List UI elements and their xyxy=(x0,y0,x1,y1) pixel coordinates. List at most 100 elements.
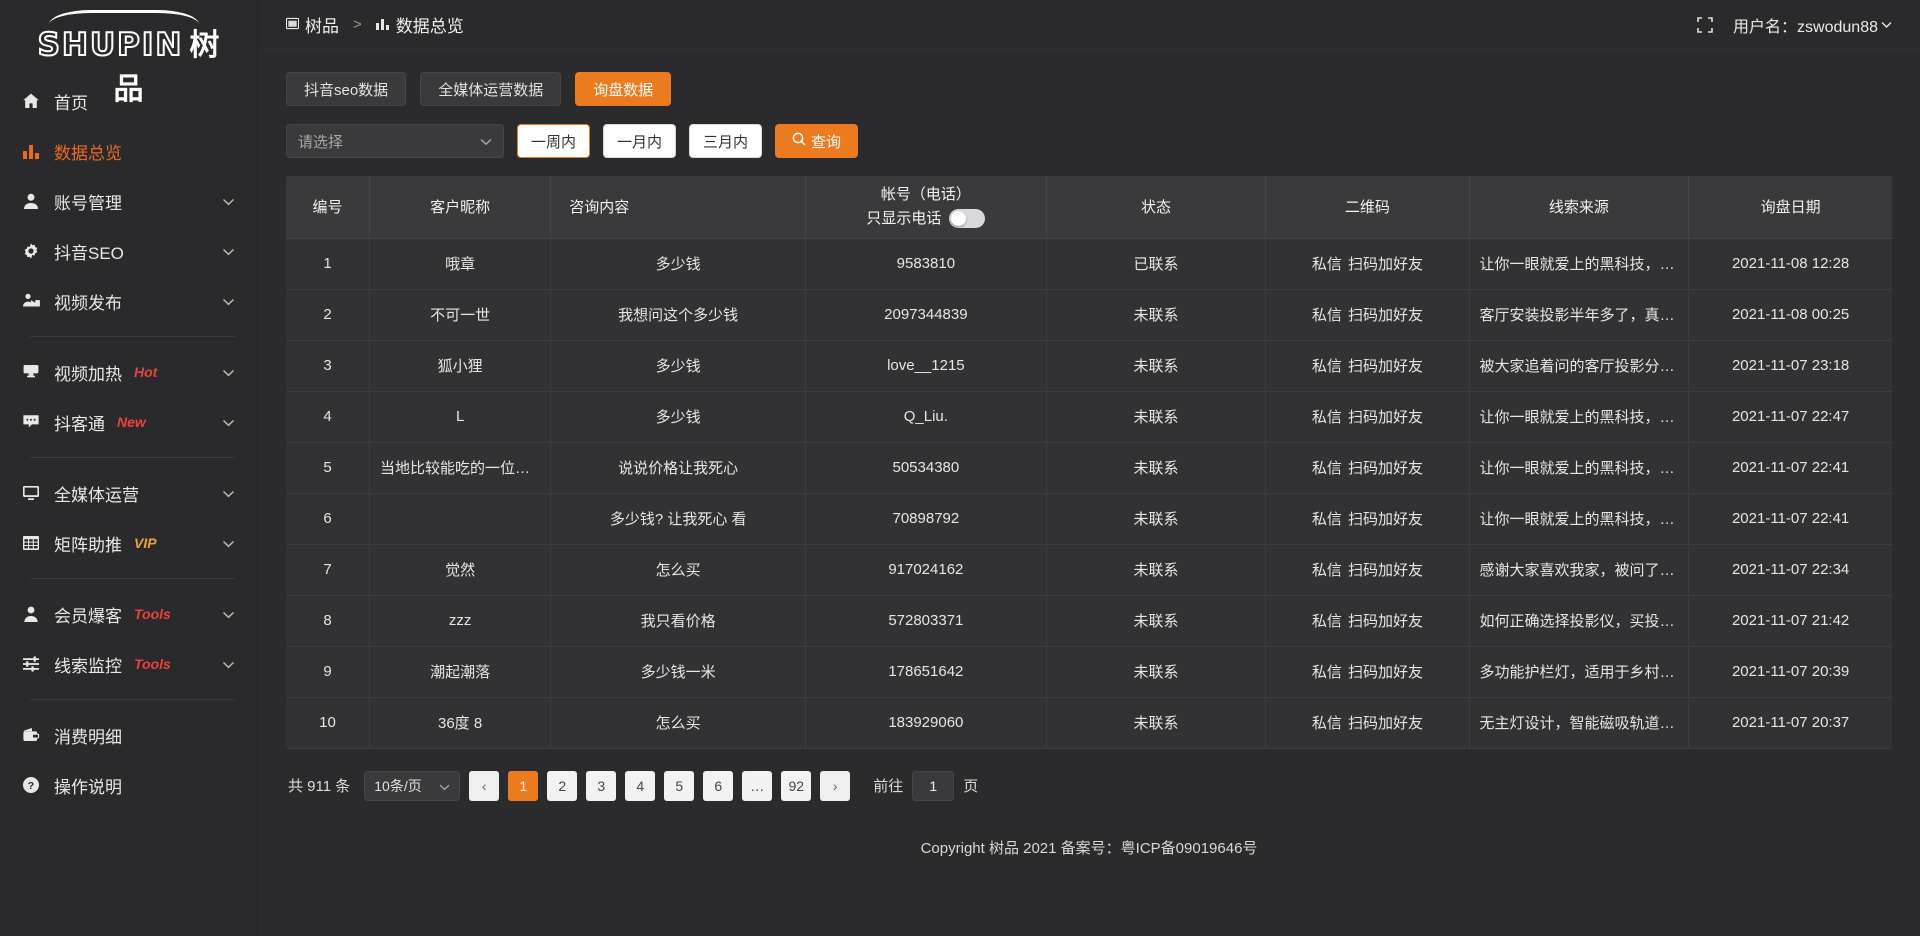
chevron-down-icon xyxy=(480,133,492,150)
page-button-4[interactable]: 4 xyxy=(625,770,656,801)
page-size-select[interactable]: 10条/页 xyxy=(364,770,461,801)
breadcrumb-separator: > xyxy=(353,16,362,33)
qr-private-message-link[interactable]: 私信 xyxy=(1311,664,1342,681)
cell-qrcode[interactable]: 私信 扫码加好友 xyxy=(1265,544,1470,596)
qr-private-message-link[interactable]: 私信 xyxy=(1311,307,1342,324)
sidebar-item-15[interactable]: 消费明细 xyxy=(0,710,257,760)
breadcrumb-item-current[interactable]: 数据总览 xyxy=(375,12,464,37)
sidebar-item-6[interactable]: 视频加热 Hot xyxy=(0,347,257,397)
cell-qrcode[interactable]: 私信 扫码加好友 xyxy=(1265,646,1470,698)
qr-scan-add-friend-link[interactable]: 扫码加好友 xyxy=(1347,460,1423,477)
cell-qrcode[interactable]: 私信 扫码加好友 xyxy=(1265,238,1470,290)
page-prev-button[interactable]: ‹ xyxy=(469,770,500,801)
phone-only-toggle[interactable] xyxy=(949,209,986,229)
qr-scan-add-friend-link[interactable]: 扫码加好友 xyxy=(1347,613,1423,630)
page-button-5[interactable]: 5 xyxy=(664,770,695,801)
video-upload-icon xyxy=(22,292,48,310)
page-goto: 前往 1 页 xyxy=(873,770,978,801)
tab-0[interactable]: 抖音seo数据 xyxy=(286,72,407,106)
sidebar-item-4[interactable]: 视频发布 xyxy=(0,276,257,326)
cell-qrcode[interactable]: 私信 扫码加好友 xyxy=(1265,442,1470,494)
qr-scan-add-friend-link[interactable]: 扫码加好友 xyxy=(1347,715,1423,732)
breadcrumb-item-home[interactable]: 树品 xyxy=(285,12,339,37)
qr-private-message-link[interactable]: 私信 xyxy=(1311,358,1342,375)
table-row: 2 不可一世 我想问这个多少钱 2097344839 未联系 私信 扫码加好友 客厅安装投影半… xyxy=(286,289,1892,341)
sidebar-item-7[interactable]: 抖客通 New xyxy=(0,397,257,447)
qr-private-message-link[interactable]: 私信 xyxy=(1311,613,1342,630)
page-goto-input[interactable]: 1 xyxy=(912,770,955,801)
sidebar-item-13[interactable]: 线索监控 Tools xyxy=(0,639,257,689)
sidebar-item-1[interactable]: 数据总览 xyxy=(0,126,257,176)
range-button-1[interactable]: 一月内 xyxy=(603,124,677,158)
cell-date: 2021-11-07 22:47 xyxy=(1688,391,1892,443)
cell-status: 未联系 xyxy=(1046,697,1267,749)
qr-scan-add-friend-link[interactable]: 扫码加好友 xyxy=(1347,358,1423,375)
cell-qrcode[interactable]: 私信 扫码加好友 xyxy=(1265,340,1470,392)
user-menu[interactable]: 用户名：zswodun88 xyxy=(1733,13,1892,37)
cell-source[interactable]: 让你一眼就爱上的黑科技，能… xyxy=(1469,238,1690,290)
query-button[interactable]: 查询 xyxy=(775,124,859,158)
qr-scan-add-friend-link[interactable]: 扫码加好友 xyxy=(1347,511,1423,528)
cell-content: 怎么买 xyxy=(550,697,807,749)
sidebar-item-3[interactable]: 抖音SEO xyxy=(0,226,257,276)
cell-source[interactable]: 客厅安装投影半年多了，真实… xyxy=(1469,289,1690,341)
cell-status: 未联系 xyxy=(1046,391,1267,443)
window-icon xyxy=(285,15,300,35)
page-button-2[interactable]: 2 xyxy=(547,770,578,801)
sidebar-item-0[interactable]: 首页 xyxy=(0,76,257,126)
page-button-3[interactable]: 3 xyxy=(586,770,617,801)
th-account: 帐号（电话） 只显示电话 xyxy=(805,176,1047,239)
sidebar-item-2[interactable]: 账号管理 xyxy=(0,176,257,226)
cell-source[interactable]: 多功能护栏灯，适用于乡村文… xyxy=(1469,646,1690,698)
sidebar-item-16[interactable]: ? 操作说明 xyxy=(0,760,257,810)
cell-qrcode[interactable]: 私信 扫码加好友 xyxy=(1265,391,1470,443)
th-no: 编号 xyxy=(286,176,370,239)
page-button-6[interactable]: 6 xyxy=(703,770,734,801)
table-row: 3 狐小狸 多少钱 love__1215 未联系 私信 扫码加好友 被大家追着问的客厅投影分享… xyxy=(286,340,1892,392)
tab-1[interactable]: 全媒体运营数据 xyxy=(420,72,562,106)
brand-logo[interactable]: SHUPIN 树品 xyxy=(0,0,257,107)
cell-status: 未联系 xyxy=(1046,544,1267,596)
cell-source[interactable]: 让你一眼就爱上的黑科技，能… xyxy=(1469,493,1690,545)
cell-account: Q_Liu. xyxy=(805,391,1047,443)
cell-nickname: L xyxy=(369,391,552,443)
qr-private-message-link[interactable]: 私信 xyxy=(1311,715,1342,732)
range-button-2[interactable]: 三月内 xyxy=(689,124,763,158)
qr-private-message-link[interactable]: 私信 xyxy=(1311,460,1342,477)
page-next-button[interactable]: › xyxy=(820,770,851,801)
cell-source[interactable]: 被大家追着问的客厅投影分享… xyxy=(1469,340,1690,392)
qr-private-message-link[interactable]: 私信 xyxy=(1311,562,1342,579)
qr-scan-add-friend-link[interactable]: 扫码加好友 xyxy=(1347,256,1423,273)
cell-account: 178651642 xyxy=(805,646,1047,698)
sidebar-item-label: 视频发布 xyxy=(54,293,122,313)
page-button-92[interactable]: 92 xyxy=(781,770,812,801)
cell-source[interactable]: 无主灯设计，智能磁吸轨道灯… xyxy=(1469,697,1690,749)
qr-scan-add-friend-link[interactable]: 扫码加好友 xyxy=(1347,307,1423,324)
qr-scan-add-friend-link[interactable]: 扫码加好友 xyxy=(1347,409,1423,426)
breadcrumb-current-label: 数据总览 xyxy=(395,17,464,36)
sidebar-item-10[interactable]: 矩阵助推 VIP xyxy=(0,518,257,568)
account-select[interactable]: 请选择 xyxy=(286,124,504,158)
cell-source[interactable]: 如何正确选择投影仪，买投影… xyxy=(1469,595,1690,647)
qr-scan-add-friend-link[interactable]: 扫码加好友 xyxy=(1347,562,1423,579)
fullscreen-icon[interactable] xyxy=(1697,16,1713,33)
cell-qrcode[interactable]: 私信 扫码加好友 xyxy=(1265,697,1470,749)
qr-private-message-link[interactable]: 私信 xyxy=(1311,409,1342,426)
tab-2[interactable]: 询盘数据 xyxy=(575,72,672,106)
page-button-…[interactable]: … xyxy=(742,770,773,801)
cell-source[interactable]: 让你一眼就爱上的黑科技，能… xyxy=(1469,442,1690,494)
cell-source[interactable]: 感谢大家喜欢我家，被问了好… xyxy=(1469,544,1690,596)
qr-scan-add-friend-link[interactable]: 扫码加好友 xyxy=(1347,664,1423,681)
cell-qrcode[interactable]: 私信 扫码加好友 xyxy=(1265,289,1470,341)
qr-private-message-link[interactable]: 私信 xyxy=(1311,256,1342,273)
cell-source[interactable]: 让你一眼就爱上的黑科技，能… xyxy=(1469,391,1690,443)
qr-private-message-link[interactable]: 私信 xyxy=(1311,511,1342,528)
cell-qrcode[interactable]: 私信 扫码加好友 xyxy=(1265,595,1470,647)
sidebar-item-9[interactable]: 全媒体运营 xyxy=(0,468,257,518)
range-button-0[interactable]: 一周内 xyxy=(517,124,591,158)
sidebar-item-12[interactable]: 会员爆客 Tools xyxy=(0,589,257,639)
cell-qrcode[interactable]: 私信 扫码加好友 xyxy=(1265,493,1470,545)
cell-date: 2021-11-07 23:18 xyxy=(1688,340,1892,392)
monitor-icon xyxy=(22,484,48,502)
page-button-1[interactable]: 1 xyxy=(508,770,539,801)
